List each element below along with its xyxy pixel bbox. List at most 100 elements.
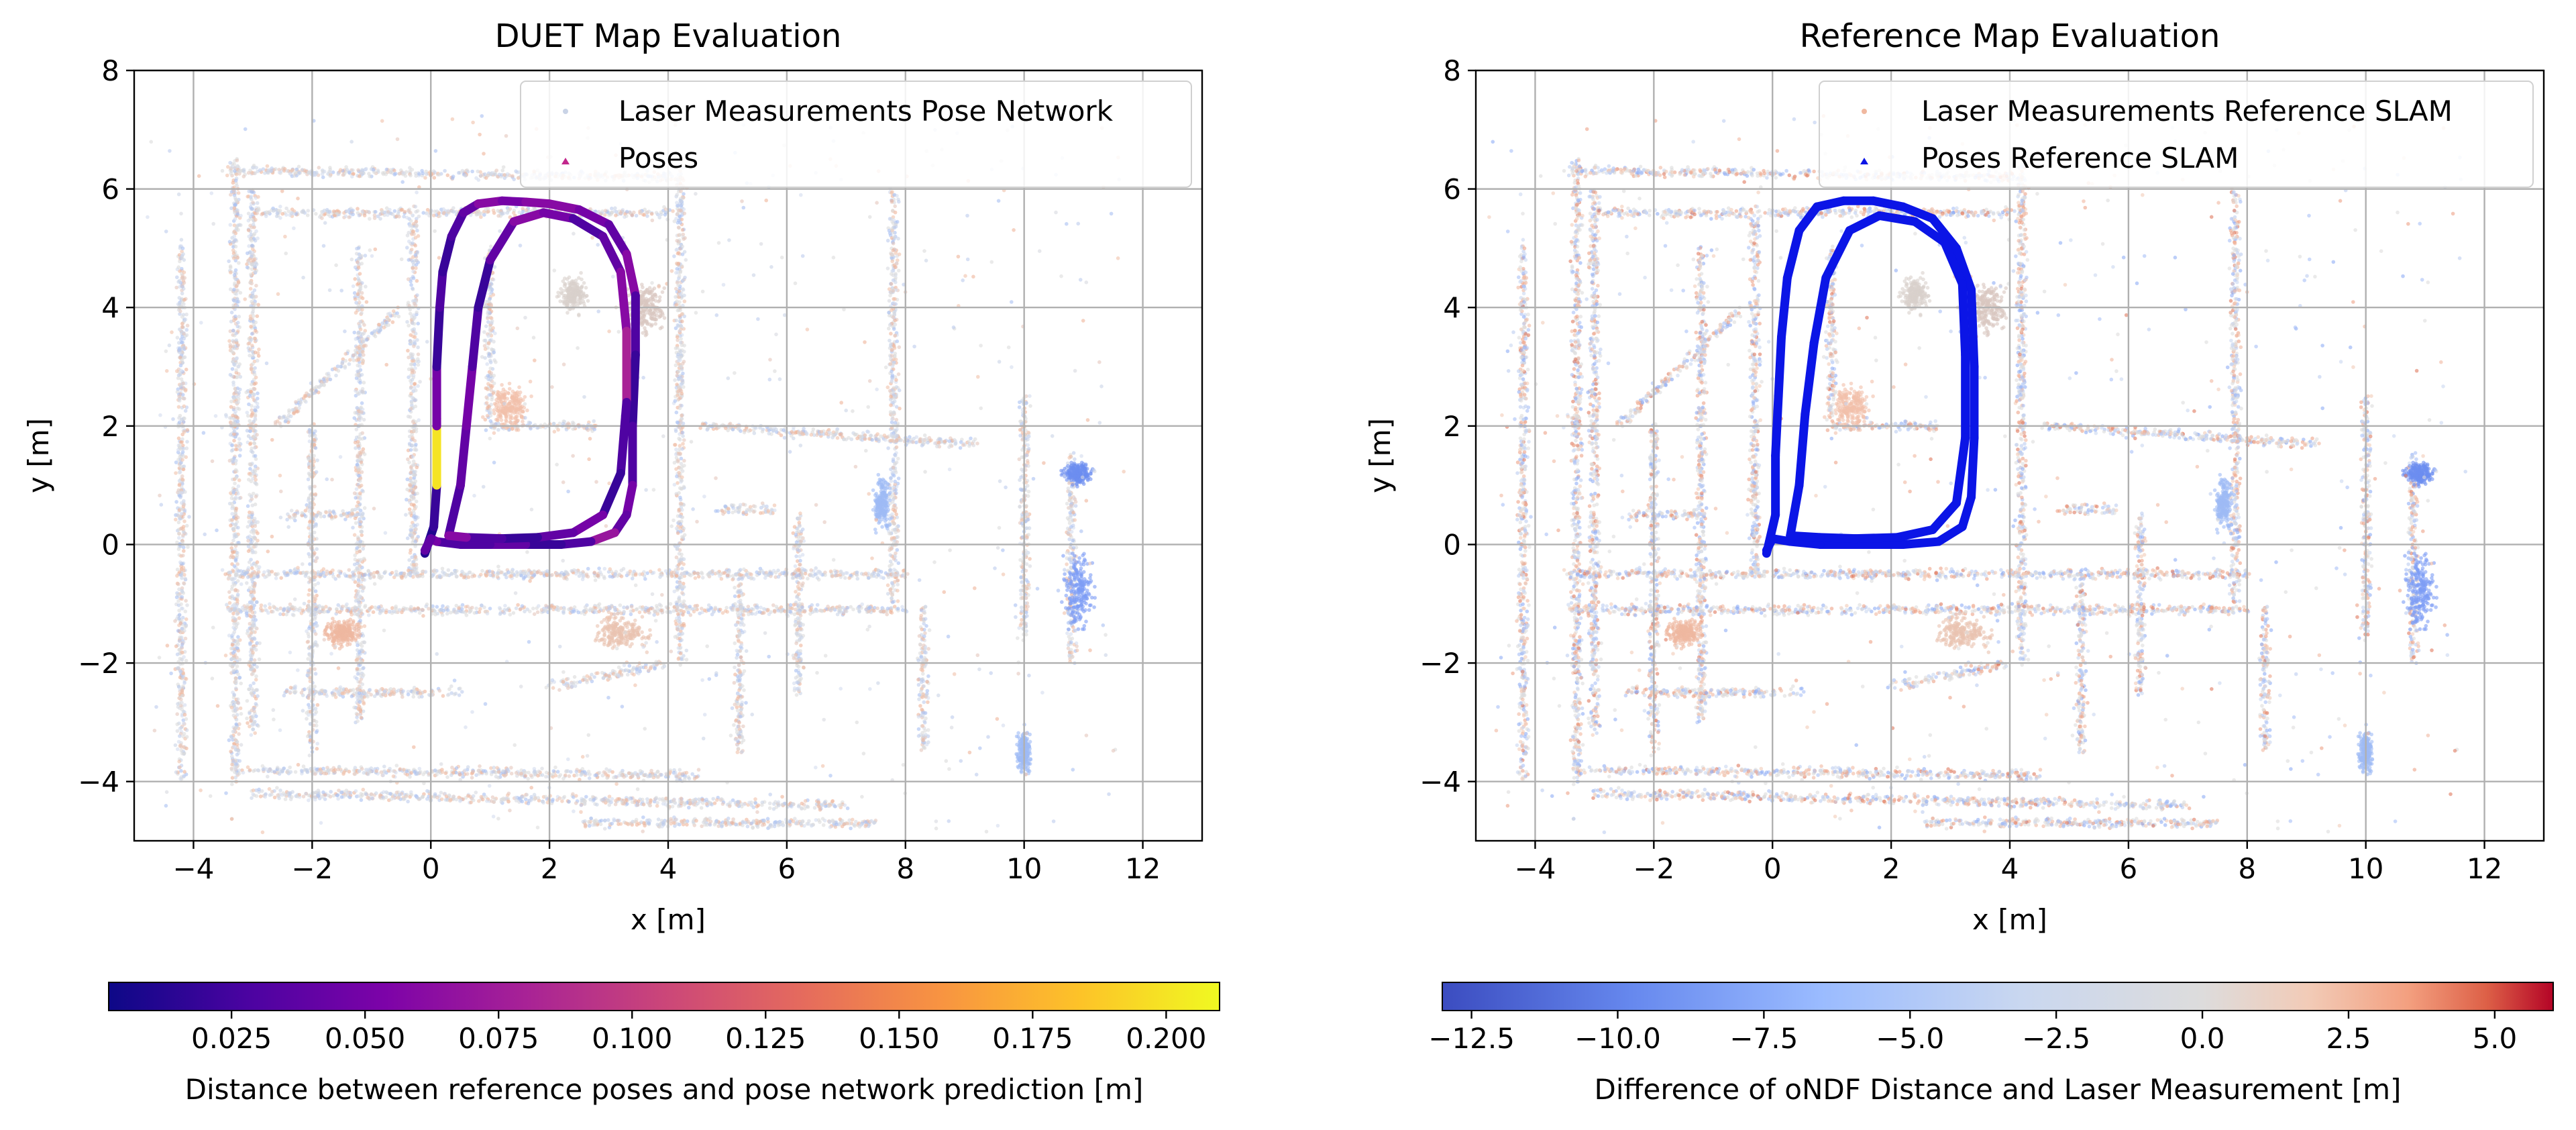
laser-point [855, 576, 860, 581]
laser-point [252, 295, 256, 299]
laser-point [492, 340, 496, 344]
laser-point [485, 406, 490, 410]
laser-point [617, 572, 621, 576]
laser-point [345, 209, 350, 213]
laser-point [815, 576, 820, 580]
laser-point [457, 170, 461, 175]
laser-point [252, 372, 257, 376]
laser-point [911, 440, 915, 444]
laser-point [249, 366, 254, 370]
laser-point [231, 340, 236, 344]
laser-point [708, 570, 712, 574]
laser-point [320, 172, 325, 176]
laser-point [782, 435, 787, 440]
laser-point [407, 258, 411, 262]
laser-point [354, 376, 359, 380]
laser-point [360, 311, 364, 315]
laser-point [360, 588, 365, 593]
laser-point [358, 497, 362, 501]
laser-point [414, 515, 419, 519]
laser-point [612, 209, 616, 213]
laser-point [362, 353, 366, 357]
laser-point [313, 667, 317, 671]
laser-point [307, 588, 312, 593]
laser-point [409, 503, 414, 507]
laser-point [246, 211, 251, 216]
laser-point [678, 585, 682, 589]
laser-point [336, 172, 341, 176]
laser-point [470, 574, 474, 578]
laser-point [608, 567, 612, 571]
laser-point [357, 174, 362, 178]
laser-point [875, 572, 880, 576]
laser-point [308, 462, 312, 466]
laser-point [676, 283, 680, 287]
laser-point [233, 387, 237, 391]
laser-point [485, 362, 489, 366]
laser-point [494, 168, 498, 172]
laser-point [368, 576, 372, 580]
laser-point [435, 209, 439, 213]
laser-point [830, 574, 835, 578]
laser-point [678, 514, 682, 518]
laser-point [315, 741, 320, 746]
laser-point [726, 573, 730, 578]
laser-point [678, 350, 683, 354]
laser-point [478, 174, 483, 178]
laser-point [572, 421, 576, 426]
laser-point [362, 213, 367, 217]
laser-point [356, 719, 360, 723]
laser-point [359, 405, 364, 409]
laser-point [266, 170, 270, 174]
laser-point [360, 576, 365, 580]
laser-point [483, 347, 488, 351]
laser-point [415, 293, 419, 297]
laser-point [814, 566, 818, 570]
laser-point [409, 173, 413, 178]
laser-point [256, 391, 260, 395]
laser-point [399, 574, 404, 579]
laser-point [832, 433, 837, 437]
laser-point [362, 701, 366, 705]
laser-point [496, 209, 500, 213]
laser-point [254, 688, 258, 692]
laser-point [230, 594, 235, 599]
laser-point [237, 722, 241, 726]
laser-point [227, 633, 231, 637]
laser-point [598, 570, 602, 574]
laser-point [394, 570, 398, 574]
laser-point [307, 593, 311, 597]
laser-point [241, 174, 246, 178]
laser-point [264, 210, 269, 215]
laser-point [360, 644, 364, 648]
laser-point [967, 442, 972, 446]
laser-point [413, 205, 418, 209]
laser-point [552, 429, 557, 434]
laser-point [859, 434, 863, 438]
laser-point [314, 470, 319, 474]
laser-point [231, 668, 235, 673]
laser-point [358, 457, 362, 462]
laser-point [674, 555, 679, 560]
laser-point [249, 690, 254, 695]
laser-point [684, 648, 689, 653]
laser-point [236, 364, 241, 368]
laser-point [352, 533, 357, 537]
laser-point [249, 449, 254, 454]
laser-point [876, 568, 880, 572]
laser-point [468, 570, 472, 574]
laser-point [356, 578, 361, 582]
laser-point [252, 681, 256, 685]
laser-point [228, 343, 233, 347]
laser-point [597, 566, 601, 570]
laser-point [292, 174, 297, 178]
laser-point [256, 724, 260, 728]
laser-point [855, 570, 859, 574]
laser-point [230, 444, 234, 448]
laser-point [411, 491, 415, 495]
laser-point [338, 168, 343, 172]
laser-point [675, 239, 679, 243]
laser-point [514, 169, 518, 173]
laser-point [410, 555, 414, 560]
laser-point [255, 665, 259, 669]
